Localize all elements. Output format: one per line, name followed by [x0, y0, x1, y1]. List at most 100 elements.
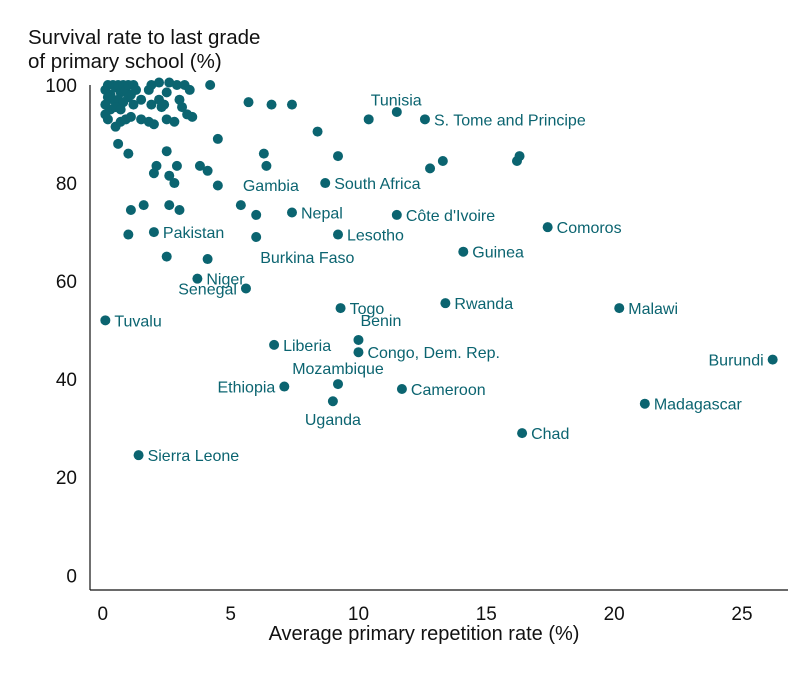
data-point	[128, 99, 139, 110]
point-label: Mozambique	[292, 361, 384, 378]
point-label: Tuvalu	[114, 313, 161, 330]
data-point	[146, 80, 157, 90]
point-label: Senegal	[178, 281, 237, 298]
data-point	[266, 99, 277, 110]
x-tick-label: 0	[97, 604, 108, 625]
data-point	[123, 92, 134, 103]
data-point	[767, 354, 778, 365]
x-tick-label: 5	[225, 604, 236, 625]
data-point	[327, 396, 338, 407]
data-point	[123, 148, 134, 159]
y-axis-title: Survival rate to last grade of primary s…	[28, 26, 261, 73]
data-point	[161, 87, 172, 98]
data-point	[514, 151, 525, 162]
data-point	[174, 205, 185, 216]
x-tick-label: 15	[476, 604, 497, 625]
data-point	[205, 80, 216, 90]
data-point	[184, 84, 195, 95]
data-point	[125, 205, 136, 216]
data-point	[102, 114, 113, 125]
data-point	[192, 273, 203, 284]
point-label: Uganda	[305, 412, 361, 429]
data-point	[614, 303, 625, 314]
data-point	[258, 148, 269, 159]
data-point	[353, 347, 364, 358]
point-label: Gambia	[243, 178, 299, 195]
point-label: Sierra Leone	[148, 448, 240, 465]
data-point	[182, 109, 193, 120]
data-point	[123, 229, 134, 240]
data-point	[202, 165, 213, 176]
y-tick-labels: 0 20 40 60 80 100	[45, 76, 77, 587]
point-label: Côte d'Ivoire	[406, 208, 495, 225]
data-point	[100, 315, 111, 326]
point-label: Burkina Faso	[260, 250, 354, 267]
point-label: S. Tome and Principe	[434, 112, 586, 129]
data-point	[202, 254, 213, 265]
data-point	[154, 77, 165, 88]
data-point	[136, 94, 147, 105]
data-point	[161, 251, 172, 262]
data-point	[194, 160, 205, 171]
data-point	[517, 428, 528, 439]
y-tick-label: 0	[66, 566, 77, 587]
data-points	[100, 77, 778, 461]
data-point	[396, 383, 407, 394]
point-label: Guinea	[472, 245, 524, 262]
point-label: Togo	[350, 301, 385, 318]
data-point	[542, 222, 553, 233]
x-tick-label: 25	[731, 604, 752, 625]
point-label: Tunisia	[371, 92, 422, 109]
x-axis-title: Average primary repetition rate (%)	[268, 623, 580, 645]
y-tick-label: 80	[56, 174, 77, 195]
point-label: Ethiopia	[217, 380, 275, 397]
data-point	[333, 151, 344, 162]
x-tick-label: 10	[348, 604, 369, 625]
data-point	[212, 180, 223, 191]
data-point	[131, 84, 142, 95]
data-point	[333, 229, 344, 240]
y-tick-label: 100	[45, 76, 77, 97]
data-point	[639, 398, 650, 409]
point-label: Nepal	[301, 205, 343, 222]
data-point	[391, 106, 402, 117]
data-point	[243, 97, 254, 108]
data-point	[235, 200, 246, 211]
point-label: Rwanda	[454, 296, 513, 313]
point-label: Burundi	[709, 353, 764, 370]
data-point	[164, 200, 175, 211]
data-point	[164, 170, 175, 181]
point-label: Niger	[206, 272, 245, 289]
data-point	[169, 116, 180, 127]
data-point	[251, 231, 262, 242]
data-point	[391, 209, 402, 220]
data-point	[437, 155, 448, 166]
point-label: Madagascar	[654, 397, 743, 414]
y-tick-label: 40	[56, 370, 77, 391]
y-tick-label: 20	[56, 468, 77, 489]
data-point	[161, 114, 172, 125]
data-point	[151, 160, 162, 171]
data-point	[279, 381, 290, 392]
data-point	[169, 178, 180, 189]
point-label: Lesotho	[347, 228, 404, 245]
data-point	[440, 298, 451, 309]
point-label: Cameroon	[411, 382, 486, 399]
data-point	[148, 119, 159, 130]
point-label: Liberia	[283, 338, 331, 355]
data-point	[240, 283, 251, 294]
data-point	[133, 450, 144, 461]
data-point	[113, 138, 124, 149]
data-point	[164, 77, 175, 88]
point-label: South Africa	[334, 176, 420, 193]
data-point	[335, 303, 346, 314]
data-point	[177, 102, 188, 113]
data-point	[171, 160, 182, 171]
data-point	[156, 102, 167, 113]
data-point	[251, 209, 262, 220]
data-point	[138, 200, 149, 211]
data-point	[425, 163, 436, 174]
data-point	[269, 339, 280, 350]
y-tick-label: 60	[56, 272, 77, 293]
